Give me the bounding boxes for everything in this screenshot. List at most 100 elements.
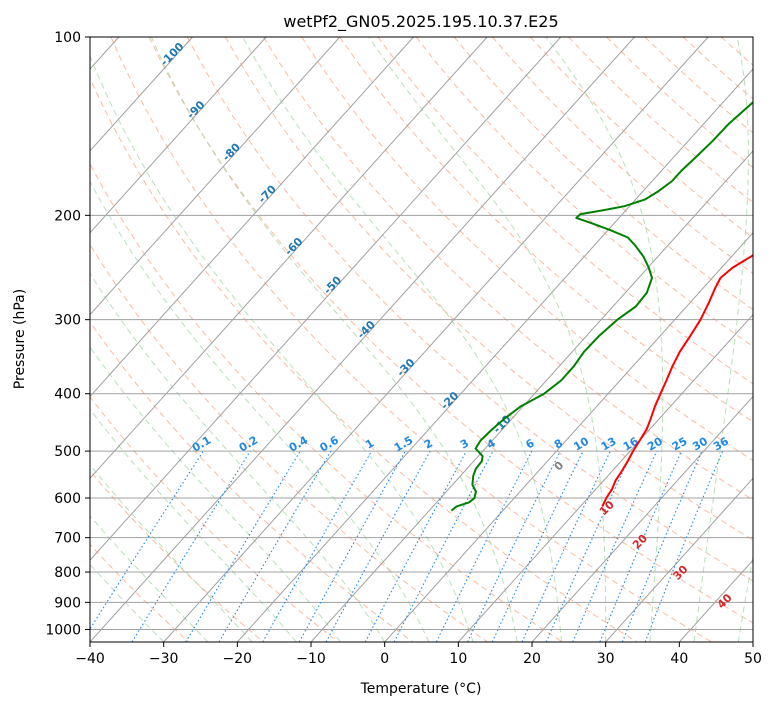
y-axis-ticks: 100 200 300 400 500 600 700 800 900 1000 [45,30,90,638]
dry-adiabat-line [90,396,339,642]
background-lines [90,37,775,642]
y-tick-label: 800 [54,565,81,581]
x-tick-label: 40 [670,651,688,667]
isotherm-line [236,68,753,642]
x-axis-ticks: −40 −30 −20 −10 0 10 20 30 40 50 [75,642,762,667]
mixing-ratio-line [491,450,584,642]
temperature-profile-line [601,254,753,507]
isotherm-line [90,37,267,234]
moist-adiabat-line [90,346,341,642]
moist-adiabat-line [693,37,749,642]
isotherm-line [752,641,753,642]
profile-lines [450,101,753,512]
mixing-ratio-label: 4 [485,436,498,451]
isotherm-line [90,37,341,316]
y-tick-label: 1000 [45,622,81,638]
dry-adiabat-line [90,470,264,642]
y-tick-label: 900 [54,595,81,611]
isotherm-line [678,559,753,642]
dry-adiabat-line [90,76,638,642]
mixing-ratio-line [467,450,561,642]
moist-adiabat-line [242,37,562,642]
mixing-ratio-line [325,450,431,642]
y-tick-label: 500 [54,444,81,460]
dry-adiabat-line [759,37,775,642]
isotherm-line [90,37,193,152]
y-tick-label: 100 [54,30,81,46]
y-axis-title: Pressure (hPa) [12,289,28,389]
mixing-ratio-line [131,450,251,642]
y-tick-label: 400 [54,387,81,403]
dry-adiabat-line [720,37,753,66]
moist-adiabat-line [368,37,607,642]
mixing-ratio-label: 2 [422,437,435,452]
mixing-ratio-line [644,450,724,642]
dry-adiabat-line [90,162,563,642]
dry-adiabat-line [148,37,753,624]
moist-adiabat-label: 40 [715,591,735,611]
mixing-ratio-line [364,450,467,642]
isotherm-label: -70 [256,182,279,205]
dry-adiabat-line [90,543,190,642]
y-tick-label: 600 [54,491,81,507]
x-tick-label: 0 [380,651,389,667]
isotherm-label: -90 [184,98,207,121]
mixing-ratio-line [521,450,611,642]
moist-adiabat-label: 30 [671,562,691,582]
mixing-ratio-line [621,450,703,642]
isotherm-label: -80 [220,140,243,163]
isotherm-line [531,395,753,642]
moist-adiabat-line [90,272,386,642]
mixing-ratio-label: 3 [458,437,471,452]
moist-adiabat-line [90,515,209,642]
mixing-ratio-line [90,450,204,630]
mixing-ratio-line [262,450,373,642]
isotherm-line [90,37,488,480]
isotherm-line [90,37,635,642]
isotherm-line [310,150,753,642]
dry-adiabat-line [186,37,753,582]
dry-adiabat-line [110,37,712,642]
moist-adiabat-line [737,554,753,642]
y-tick-label: 300 [54,313,81,329]
x-tick-label: 20 [523,651,541,667]
moist-adiabat-line [90,408,297,642]
dry-adiabat-line [644,37,753,134]
x-tick-label: 10 [449,651,467,667]
mixing-ratio-line [572,450,658,642]
isotherm-label: -60 [282,235,305,258]
moist-adiabat-line [90,464,253,642]
dry-adiabat-line [530,37,753,239]
moist-adiabat-label: 10 [597,498,617,518]
dry-adiabat-line [263,37,753,501]
isotherm-line [457,313,753,642]
isotherm-label: -20 [438,389,461,412]
dry-adiabat-line [568,37,753,203]
dry-adiabat-line [90,320,414,642]
x-tick-label: −10 [296,651,326,667]
isotherm-label: -30 [394,356,417,379]
dry-adiabat-line [606,37,753,169]
y-tick-label: 200 [54,208,81,224]
isotherm-label: -40 [355,318,378,341]
dry-adiabat-line [301,37,753,462]
mixing-ratio-line [599,450,682,642]
x-tick-label: −40 [75,651,105,667]
mixing-ratio-line [298,450,406,642]
isotherm-line [384,231,753,642]
dewpoint-profile-line [450,101,753,512]
x-tick-label: −20 [223,651,253,667]
moist-adiabat-line [545,37,664,642]
mixing-ratio-label: 6 [523,436,536,451]
x-axis-title: Temperature (°C) [360,681,482,697]
moist-adiabat-line [150,37,518,642]
x-tick-label: −30 [149,651,179,667]
plot-frame [89,36,754,643]
dry-adiabat-line [339,37,753,423]
x-tick-label: 30 [597,651,615,667]
mixing-ratio-line [435,450,533,642]
y-tick-label: 700 [54,531,81,547]
dry-adiabat-line [224,37,753,541]
dry-adiabat-line [453,37,753,311]
